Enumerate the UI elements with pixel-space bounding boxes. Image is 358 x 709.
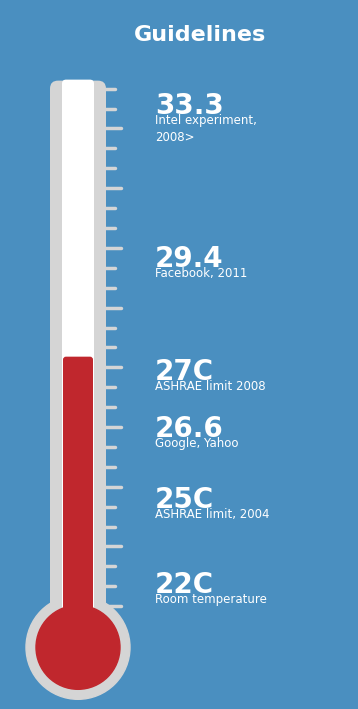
Text: Intel experiment,
2008>: Intel experiment, 2008>	[155, 114, 257, 144]
Text: 26.6: 26.6	[155, 415, 224, 442]
Text: Guidelines: Guidelines	[134, 25, 267, 45]
Text: ASHRAE limit, 2004: ASHRAE limit, 2004	[155, 508, 270, 520]
Text: 33.3: 33.3	[155, 92, 224, 120]
FancyBboxPatch shape	[62, 79, 94, 615]
Text: 25C: 25C	[155, 486, 214, 513]
Text: ASHRAE limit 2008: ASHRAE limit 2008	[155, 380, 266, 393]
Circle shape	[36, 605, 120, 689]
Circle shape	[26, 596, 130, 699]
Text: Facebook, 2011: Facebook, 2011	[155, 267, 247, 279]
Text: 22C: 22C	[155, 571, 214, 598]
Text: 29.4: 29.4	[155, 245, 224, 272]
Text: Room temperature: Room temperature	[155, 593, 267, 605]
Text: Google, Yahoo: Google, Yahoo	[155, 437, 238, 450]
FancyBboxPatch shape	[50, 81, 106, 614]
FancyBboxPatch shape	[63, 357, 93, 614]
Text: 27C: 27C	[155, 358, 214, 386]
